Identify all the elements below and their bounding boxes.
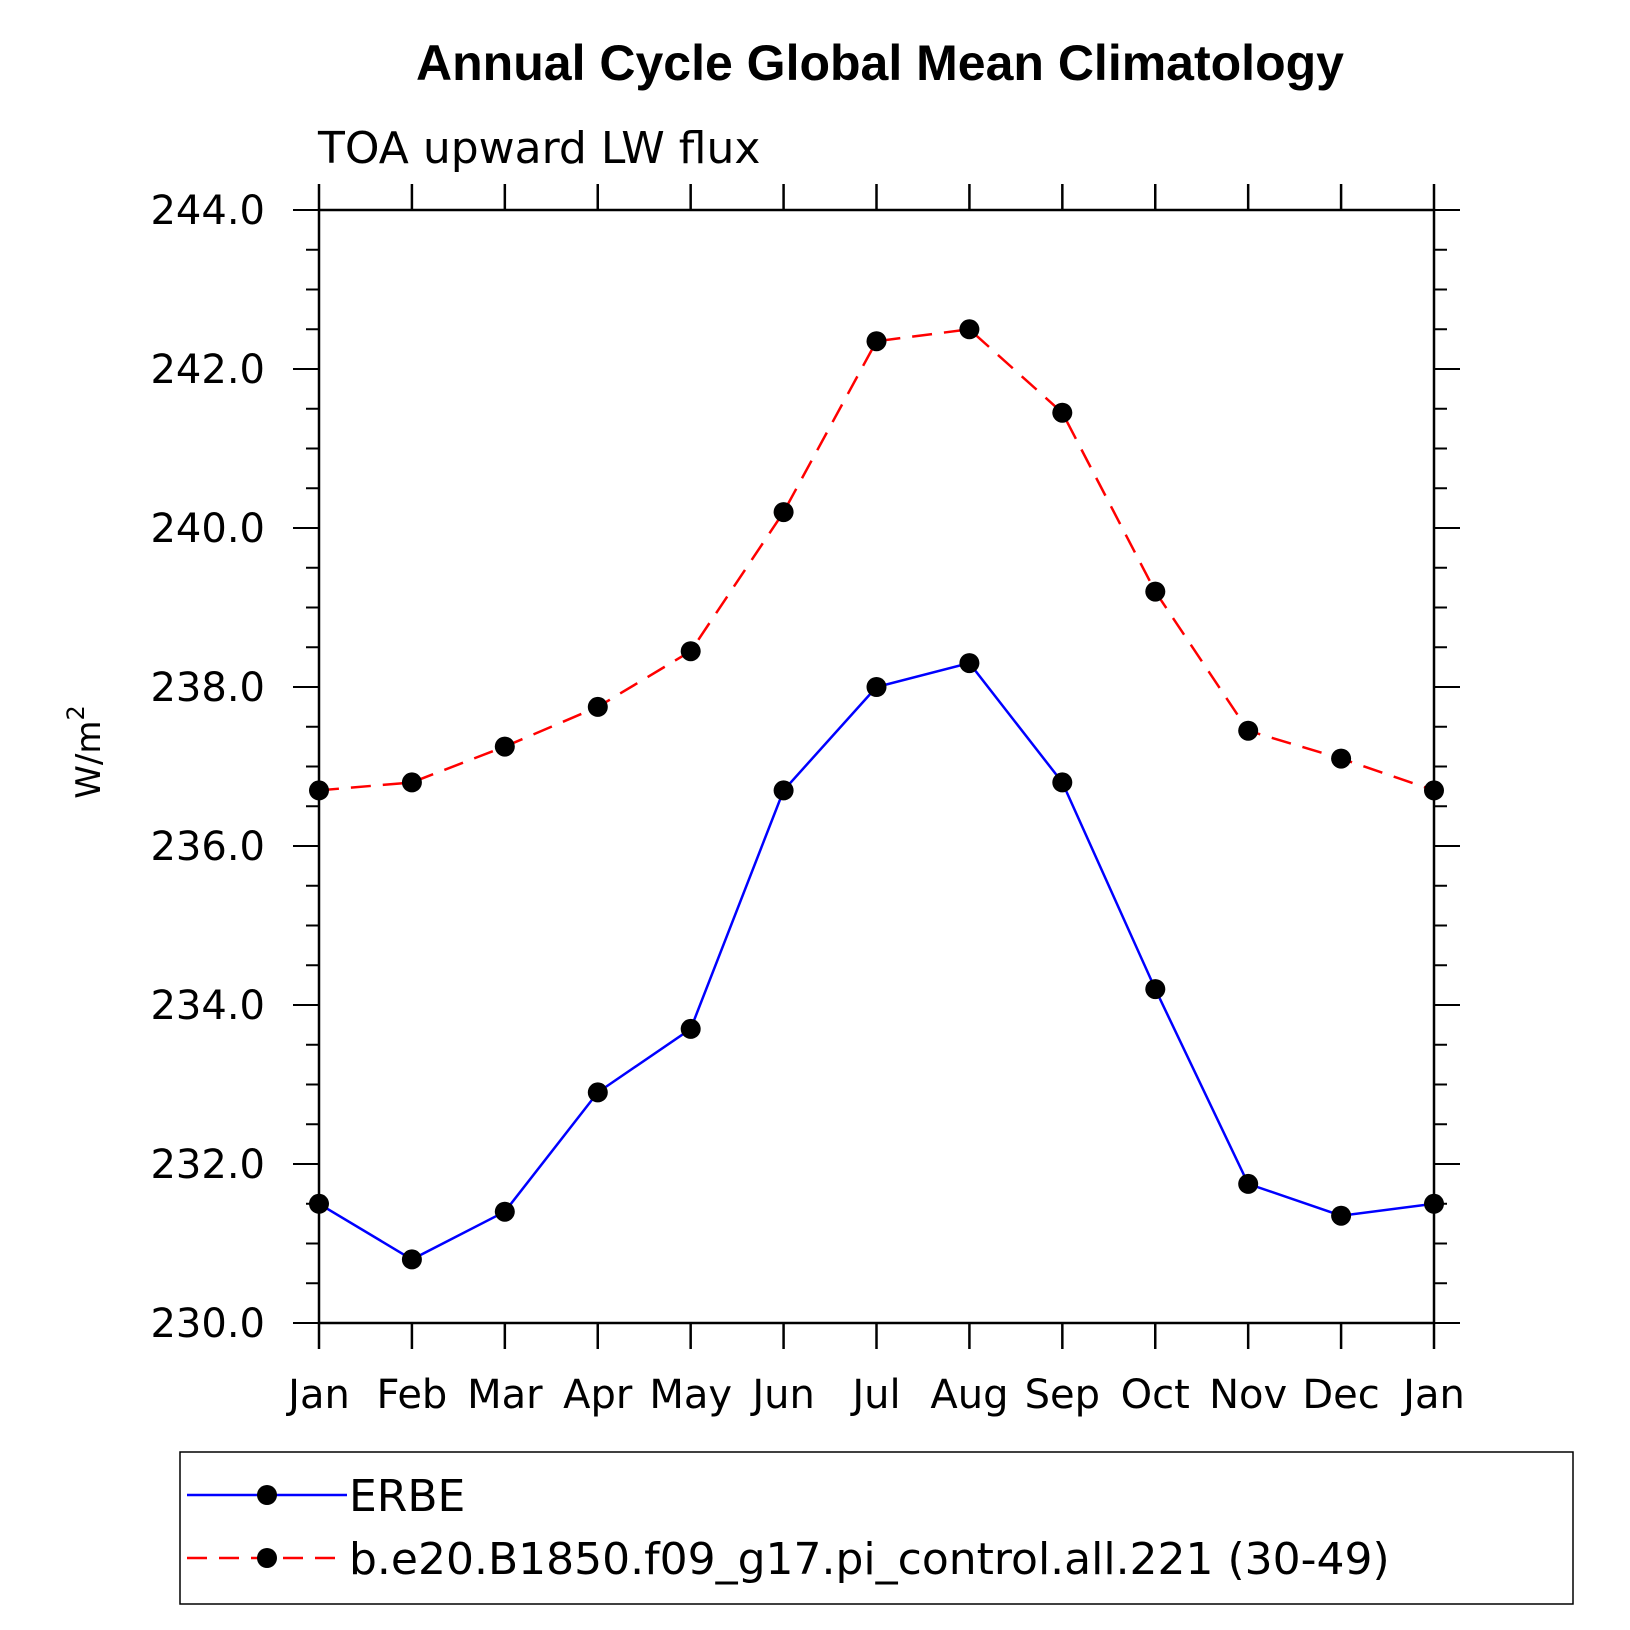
axis-ticks	[293, 184, 1460, 1349]
series-1-point	[680, 641, 701, 662]
x-tick-label: Jan	[285, 1372, 350, 1418]
series-0-point	[1052, 772, 1073, 793]
series-0-point	[773, 780, 794, 801]
chart-title: Annual Cycle Global Mean Climatology	[416, 35, 1344, 91]
series-markers	[309, 319, 1444, 1270]
series-0-point	[1145, 979, 1166, 1000]
x-tick-label: May	[649, 1372, 732, 1418]
series-0-point	[494, 1201, 515, 1222]
series-0-point	[587, 1082, 608, 1103]
x-tick-label: Aug	[930, 1372, 1008, 1418]
y-tick-label: 234.0	[150, 983, 265, 1029]
series-1-point	[1331, 748, 1352, 769]
series-1-point	[309, 780, 329, 801]
series-1-point	[1238, 720, 1259, 741]
series-1-point	[773, 502, 794, 523]
series-0-point	[309, 1193, 329, 1214]
series-1-point	[1052, 402, 1073, 423]
plot-frame	[317, 208, 1436, 1325]
series-0-point	[1238, 1173, 1259, 1194]
x-tick-label: Jun	[749, 1372, 815, 1418]
series-0-point	[1424, 1193, 1444, 1214]
x-tick-labels: Jan Feb Mar Apr May Jun Jul Aug Sep Oct Nov Dec Jan	[285, 1372, 1465, 1418]
y-tick-label: 238.0	[150, 665, 265, 711]
y-axis-label: W/m2	[62, 705, 109, 798]
series-line-1	[318, 327, 1435, 792]
legend-label-erbe: ERBE	[349, 1471, 465, 1522]
series-0-point	[1331, 1205, 1352, 1226]
y-tick-label: 240.0	[150, 506, 265, 552]
x-tick-label: Dec	[1302, 1372, 1379, 1418]
x-tick-label: Nov	[1209, 1372, 1287, 1418]
series-1-point	[1424, 780, 1444, 801]
series-1-point	[401, 772, 422, 793]
series-0-point	[866, 677, 887, 697]
series-0-point	[401, 1249, 422, 1270]
y-tick-label: 236.0	[150, 824, 265, 870]
legend-label-model: b.e20.B1850.f09_g17.pi_control.all.221 (…	[349, 1534, 1390, 1585]
series-1-point	[1145, 581, 1166, 602]
legend-marker-model	[257, 1548, 277, 1568]
x-tick-label: Sep	[1025, 1372, 1100, 1418]
x-tick-label: Apr	[563, 1372, 633, 1418]
x-tick-label: Jul	[849, 1372, 900, 1418]
legend: ERBE b.e20.B1850.f09_g17.pi_control.all.…	[179, 1451, 1574, 1605]
svg-text:W/m2: W/m2	[62, 705, 109, 798]
series-lines	[318, 327, 1435, 1261]
chart-subtitle: TOA upward LW flux	[317, 123, 760, 174]
x-tick-label: Feb	[377, 1372, 448, 1418]
y-axis-label-superscript: 2	[62, 705, 90, 720]
x-tick-label: Jan	[1400, 1372, 1465, 1418]
series-1-point	[494, 736, 515, 757]
y-tick-label: 232.0	[150, 1142, 265, 1188]
series-0-point	[680, 1018, 701, 1039]
y-axis-label-text: W/m	[69, 721, 109, 799]
series-1-point	[587, 696, 608, 717]
y-tick-label: 242.0	[150, 347, 265, 393]
y-tick-labels: 230.0 232.0 234.0 236.0 238.0 240.0 242.0 244.0	[150, 188, 265, 1347]
legend-box	[179, 1451, 1574, 1605]
series-1-point	[866, 331, 887, 352]
y-tick-label: 230.0	[150, 1301, 265, 1347]
x-tick-label: Mar	[467, 1372, 543, 1418]
series-0-point	[959, 653, 980, 674]
y-tick-label: 244.0	[150, 188, 265, 234]
series-1-point	[959, 319, 980, 340]
legend-marker-erbe	[257, 1485, 277, 1505]
x-tick-label: Oct	[1121, 1372, 1190, 1418]
